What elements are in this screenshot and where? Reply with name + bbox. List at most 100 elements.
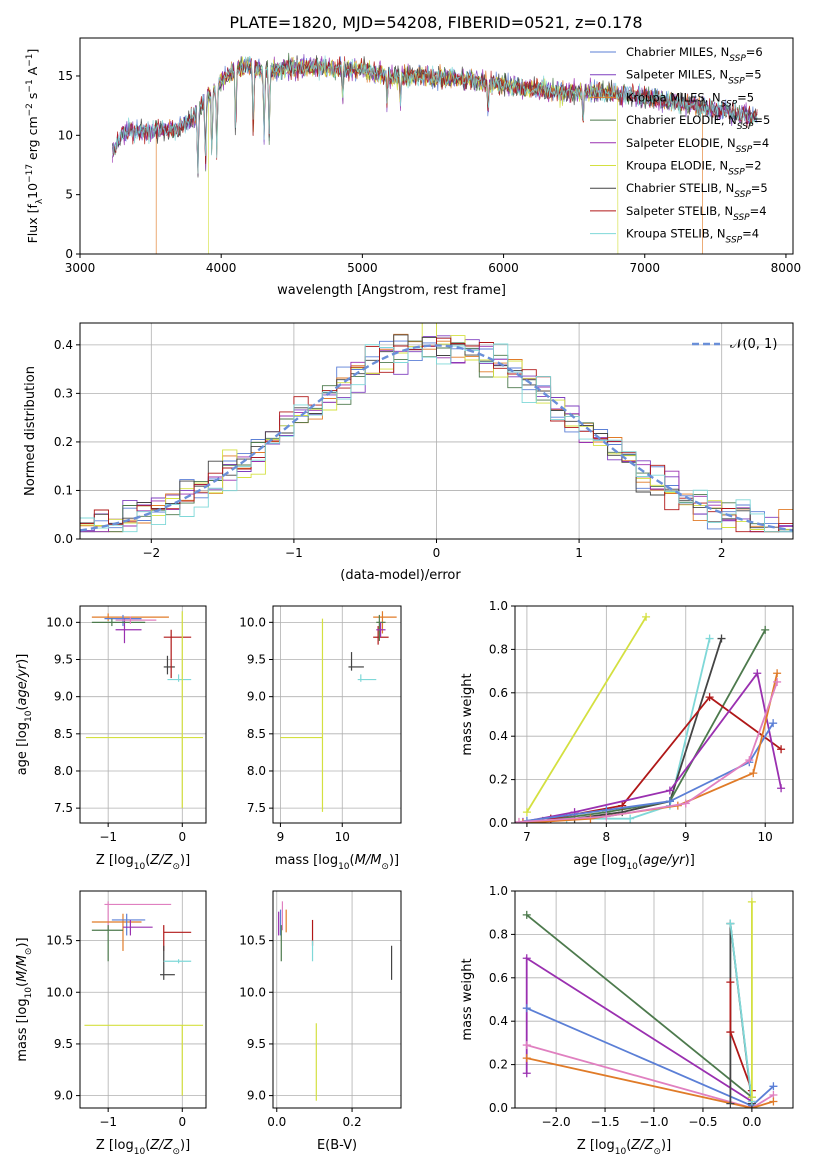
y-tick-label: 0.8 <box>489 642 508 656</box>
plot-area-massweight_vs_Z <box>522 897 778 1108</box>
panel-massweight_vs_Z: −2.0 −1.5 −1.0 −0.5 0.0 0.0 0.2 0.4 0.6 0.8 1.0 mas… <box>460 884 794 1157</box>
label-part: age/yr <box>643 853 686 868</box>
y-tick-label: 0.4 <box>489 729 508 743</box>
x-axis-label: (data-model)/error <box>340 568 461 583</box>
label-part: Z [log <box>96 853 134 868</box>
label-part: Z [log <box>577 1138 615 1153</box>
plus-marker <box>681 799 690 808</box>
label-part: 10 <box>134 862 146 872</box>
label-part: SSP <box>726 236 743 246</box>
x-tick-label: 9 <box>682 830 690 844</box>
y-tick-label: 0.3 <box>54 386 73 400</box>
plus-marker <box>726 1099 735 1108</box>
plus-marker <box>522 910 531 919</box>
y-tick-label: 8.0 <box>247 764 266 778</box>
axes-frame <box>79 37 794 255</box>
label-part: )] <box>661 1138 671 1153</box>
x-tick-label: 7000 <box>629 261 660 275</box>
label-part: Flux [f <box>25 204 40 244</box>
plus-marker <box>602 812 611 821</box>
label-part: age/yr <box>15 662 30 705</box>
y-tick-label: 8.0 <box>54 764 73 778</box>
label-part: −1 <box>25 79 35 92</box>
label-part: =5 <box>753 113 770 127</box>
plus-marker <box>749 769 758 778</box>
panel-mass_vs_Z: −1 09.09.510.010.5Z [log10(Z/Z⊙)]mass [lo… <box>15 890 207 1157</box>
x-tick-label: 6000 <box>488 261 519 275</box>
plus-marker <box>745 756 754 765</box>
y-tick-label: 1.0 <box>489 599 508 613</box>
y-tick-label: 9.0 <box>54 1089 73 1103</box>
x-axis-label: mass [log10(M/M⊙)] <box>275 853 399 872</box>
plus-marker <box>726 1028 735 1037</box>
plus-marker <box>522 1069 531 1078</box>
label-part: Z/Z <box>149 1138 173 1153</box>
x-tick-label: 3000 <box>65 261 96 275</box>
label-part: age [log <box>573 853 626 868</box>
y-tick-label: 9.5 <box>54 1037 73 1051</box>
weight-line <box>526 1057 774 1108</box>
plot-area-massweight_vs_age <box>515 612 786 823</box>
label-part: 10 <box>615 1147 627 1157</box>
label-part: −17 <box>25 164 35 183</box>
label-part: )] <box>389 853 399 868</box>
y-tick-label: 9.5 <box>54 653 73 667</box>
y-tick-label: 7.5 <box>54 801 73 815</box>
axes-frame <box>272 890 402 1109</box>
y-axis-label: mass [log10(M/M⊙)] <box>15 937 34 1061</box>
plot-area-spectrum <box>112 52 758 254</box>
label-part: )] <box>15 937 30 947</box>
label-part: =2 <box>745 159 762 173</box>
legend-entry: Kroupa STELIB, NSSP=4 <box>626 227 759 246</box>
y-axis-label: Normed distribution <box>23 366 38 496</box>
plot-area-mass_vs_Z <box>84 901 204 1096</box>
plot-layer: 3000 4000 5000 6000 7000 8000051015wavelength… <box>15 37 801 1157</box>
label-part: M/M <box>15 955 30 982</box>
label-part: SSP <box>736 145 753 155</box>
y-axis-label: age [log10(age/yr)] <box>15 654 34 776</box>
label-part: Chabrier STELIB, N <box>626 181 734 195</box>
figure-title: PLATE=1820, MJD=54208, FIBERID=0521, z=0… <box>229 13 642 32</box>
y-tick-label: 15 <box>58 69 73 83</box>
label-part: ⊙ <box>653 1147 661 1157</box>
label-part: ( <box>145 853 150 868</box>
y-tick-label: 10 <box>58 128 73 142</box>
plus-marker <box>747 897 756 906</box>
label-part: =5 <box>737 90 754 104</box>
plus-marker <box>522 808 531 817</box>
label-part: Chabrier ELODIE, N <box>626 113 737 127</box>
y-tick-label: 0.6 <box>489 971 508 985</box>
x-tick-label: 1 <box>575 546 583 560</box>
x-tick-label: −1 <box>99 1115 117 1129</box>
weight-line <box>518 681 778 823</box>
plot-area-residuals <box>80 323 793 533</box>
axes-frame <box>79 605 207 824</box>
x-axis-label: E(B-V) <box>317 1138 357 1153</box>
label-part: )] <box>180 1138 190 1153</box>
weight-line <box>525 956 753 1103</box>
y-tick-label: 0.0 <box>54 532 73 546</box>
label-part: 10 <box>134 1147 146 1157</box>
plus-marker <box>522 1004 531 1013</box>
weight-line <box>526 1044 774 1108</box>
weight-line <box>526 914 753 1098</box>
y-tick-label: 0.1 <box>54 483 73 497</box>
legend-entry: Chabrier MILES, NSSP=6 <box>626 45 763 64</box>
label-part: 10 <box>338 862 350 872</box>
plus-marker <box>705 634 714 643</box>
label-part: =5 <box>745 68 762 82</box>
x-tick-label: 0 <box>178 830 186 844</box>
plus-marker <box>518 819 527 823</box>
spectrum-line <box>112 55 758 174</box>
y-tick-label: 9.5 <box>247 1037 266 1051</box>
x-axis-label: age [log10(age/yr)] <box>573 853 695 872</box>
label-part: age [log <box>15 722 30 775</box>
legend-entry: Salpeter MILES, NSSP=5 <box>626 68 762 87</box>
label-part: =6 <box>746 45 763 59</box>
label-part: 10 <box>626 862 638 872</box>
normal-curve <box>80 344 793 532</box>
label-part: mass [log <box>15 998 30 1061</box>
x-tick-label: 10 <box>758 830 773 844</box>
plus-marker <box>665 797 674 806</box>
spectrum-line <box>112 55 758 178</box>
